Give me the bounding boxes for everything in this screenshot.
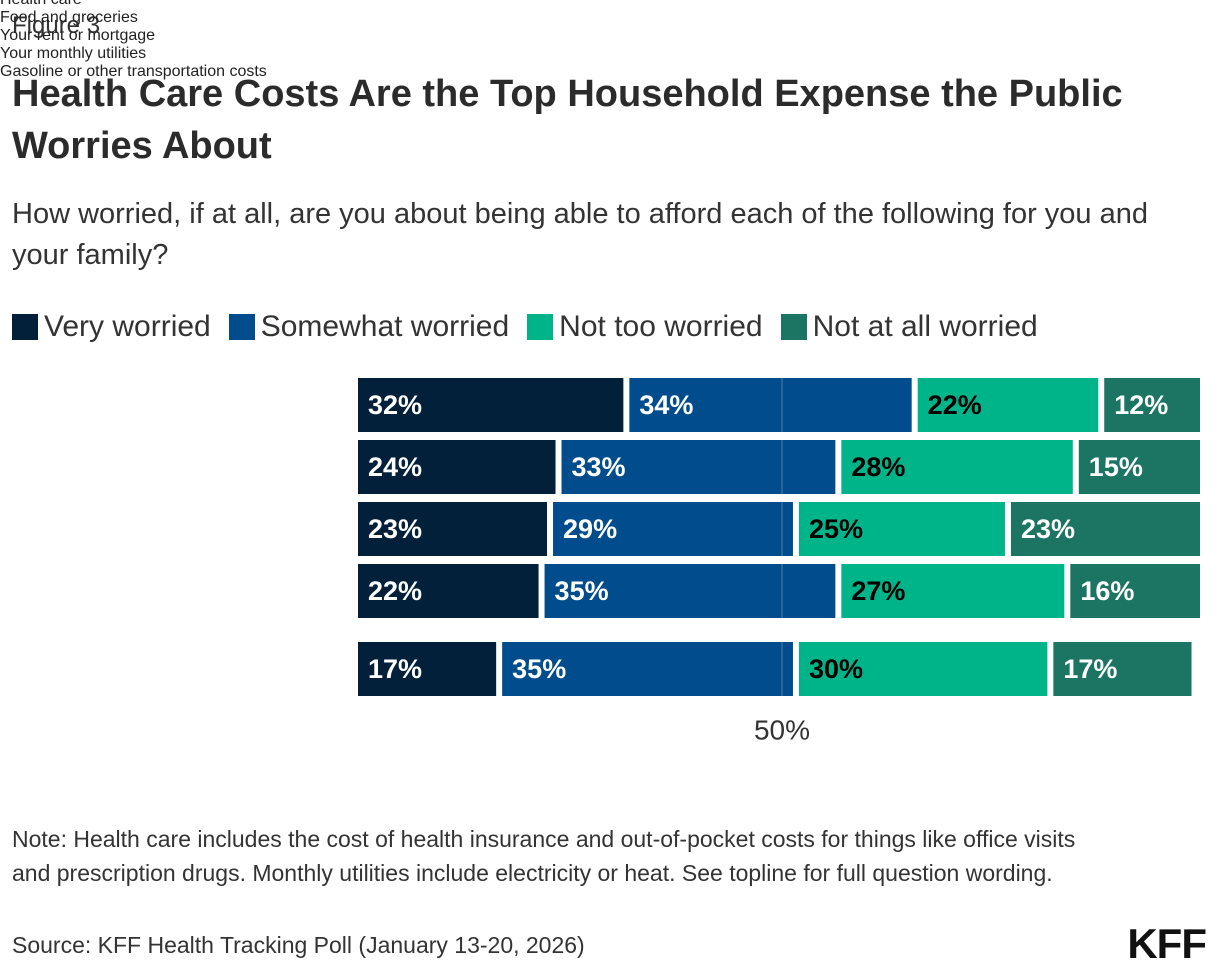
value-label: 28% [851,452,905,482]
bar-segment [629,378,912,432]
bar-segment [544,564,836,618]
value-label: 17% [368,654,422,684]
bar-segment [358,642,497,696]
value-label: 35% [555,576,609,606]
bar-segment [358,378,624,432]
chart-subtitle: How worried, if at all, are you about be… [12,198,1148,271]
legend-label: Not at all worried [812,310,1038,343]
bar-segment [841,440,1073,494]
legend-swatch [228,314,255,340]
legend-label: Not too worried [559,310,763,343]
value-label: 23% [368,514,422,544]
category-label: Your rent or mortgage [0,27,156,44]
bar-segment [917,378,1099,432]
bar-segment [1078,440,1200,494]
bar-segment [553,502,793,556]
bar-segment [798,502,1005,556]
bar-segment [841,564,1065,618]
figure-label: Figure 3 [12,12,101,39]
legend-label: Very worried [44,310,211,343]
category-label: Health care [0,0,1220,9]
bar-segment [358,502,548,556]
legend-item: Somewhat worried [228,310,510,344]
value-label: 15% [1089,452,1143,482]
legend-swatch [780,314,807,340]
legend-item: Very worried [12,310,211,344]
bar-segment [1053,642,1192,696]
bar-segment [561,440,836,494]
value-label: 17% [1063,654,1117,684]
value-label: 23% [1021,514,1075,544]
source: Source: KFF Health Tracking Poll (Januar… [12,932,585,958]
legend-label: Somewhat worried [260,310,510,343]
value-label: 33% [572,452,626,482]
legend-item: Not at all worried [780,310,1038,344]
value-label: 29% [563,514,617,544]
value-label: 22% [368,576,422,606]
value-label: 27% [851,576,905,606]
bar-segment [502,642,793,696]
value-label: 16% [1080,576,1134,606]
value-label: 22% [928,390,982,420]
legend-swatch [527,314,554,340]
bar-segment [358,440,556,494]
legend-item: Not too worried [527,310,763,344]
logo: KFF [1127,920,1207,967]
value-label: 12% [1114,390,1168,420]
value-label: 30% [809,654,863,684]
x-tick-label: 50% [754,714,810,745]
category-label: Gasoline or other transportation costs [0,63,267,80]
bar-segment [798,642,1048,696]
bar-segment [1104,378,1200,432]
bar-segment [1010,502,1200,556]
bar-segment [358,564,539,618]
note: Note: Health care includes the cost of h… [12,826,1076,886]
value-label: 32% [368,390,422,420]
chart-title: Health Care Costs Are the Top Household … [12,73,1123,167]
value-label: 24% [368,452,422,482]
legend-swatch [12,314,38,340]
legend: Very worried Somewhat worried Not too worr… [12,310,1038,344]
category-label: Food and groceries [0,9,138,26]
value-label: 34% [639,390,693,420]
value-label: 25% [809,514,863,544]
category-label: Your monthly utilities [0,45,147,62]
value-label: 35% [512,654,566,684]
bar-segment [1070,564,1200,618]
